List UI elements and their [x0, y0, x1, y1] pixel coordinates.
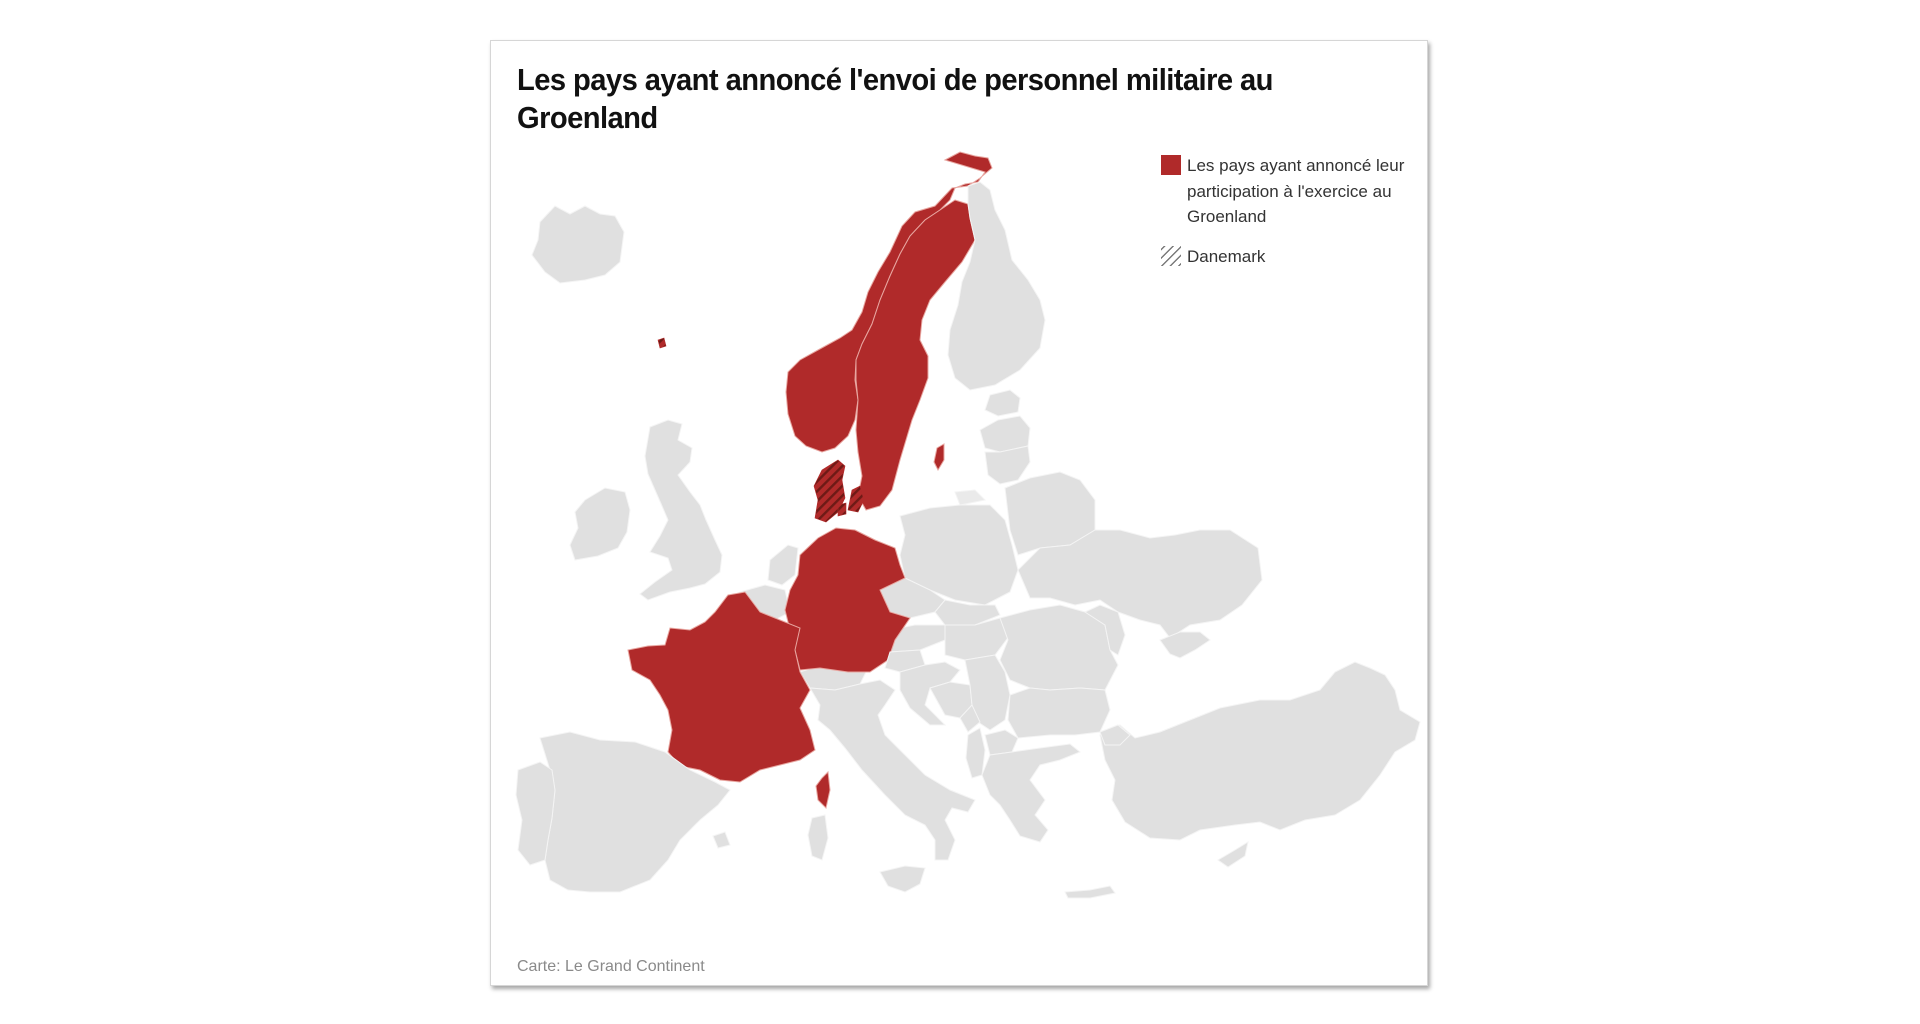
island-gotland	[933, 443, 945, 472]
island-sardinia	[807, 814, 829, 861]
country-faroe-islands	[657, 337, 667, 349]
country-ireland	[569, 487, 631, 561]
country-poland	[899, 504, 1019, 606]
legend: Les pays ayant annoncé leur participatio…	[1161, 153, 1421, 283]
country-netherlands	[767, 544, 799, 586]
islands-baleares	[712, 831, 731, 849]
country-finland	[947, 181, 1046, 391]
country-montenegro	[959, 704, 981, 733]
country-united-kingdom	[639, 419, 723, 601]
island-crete	[1064, 885, 1116, 899]
island-sicily	[879, 865, 926, 893]
island-cyprus	[1217, 840, 1249, 868]
country-ukraine	[1017, 529, 1263, 639]
country-sweden	[855, 199, 976, 511]
country-lithuania	[984, 445, 1031, 485]
country-latvia	[979, 415, 1031, 453]
legend-label: Les pays ayant annoncé leur participatio…	[1187, 156, 1405, 226]
hatch-swatch-icon	[1161, 245, 1181, 266]
red-swatch-icon	[1161, 155, 1181, 175]
region-crimea	[1159, 631, 1211, 659]
country-bulgaria	[1007, 687, 1111, 739]
map-source: Carte: Le Grand Continent	[517, 958, 705, 975]
country-greece	[981, 743, 1081, 843]
country-france	[627, 591, 816, 783]
island-corsica	[815, 770, 831, 809]
country-turkey	[1099, 661, 1421, 841]
legend-item-denmark: Danemark	[1161, 244, 1421, 270]
region-kaliningrad	[954, 489, 987, 506]
legend-label: Danemark	[1187, 246, 1266, 266]
country-croatia	[899, 661, 961, 726]
country-turkey-thrace	[1099, 724, 1131, 746]
country-estonia	[984, 389, 1021, 417]
country-moldova	[1083, 604, 1126, 656]
country-serbia	[964, 654, 1011, 731]
denmark-funen	[837, 502, 847, 517]
country-north-macedonia	[984, 729, 1019, 756]
map-title: Les pays ayant annoncé l'envoi de person…	[517, 62, 1273, 135]
denmark-zealand	[847, 485, 865, 513]
country-portugal	[515, 761, 556, 866]
country-italy	[809, 679, 976, 861]
country-iceland	[531, 205, 625, 284]
legend-item-participating: Les pays ayant annoncé leur participatio…	[1161, 153, 1421, 230]
country-albania	[965, 727, 986, 779]
